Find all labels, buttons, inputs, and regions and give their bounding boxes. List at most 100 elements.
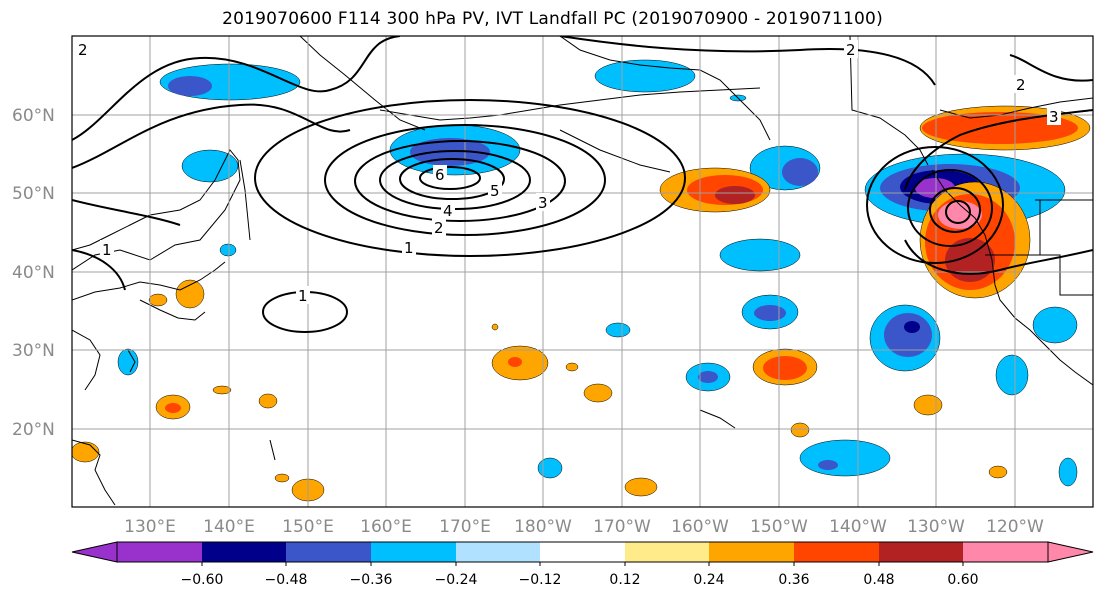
pos-anomaly-blob bbox=[491, 323, 499, 331]
lon-label: 140°W bbox=[829, 517, 887, 537]
contour-label-group: 2 2 2 1 1 1 2 3 4 5 6 3 bbox=[76, 40, 1061, 305]
lon-label: 160°E bbox=[360, 517, 412, 537]
pos-anomaly-blob bbox=[212, 385, 232, 395]
pos-anomaly-blob bbox=[148, 293, 168, 307]
lon-label: 150°W bbox=[750, 517, 808, 537]
pv-contour-6 bbox=[419, 166, 481, 190]
colorbar-segment bbox=[794, 542, 879, 562]
lon-label: 160°W bbox=[671, 517, 729, 537]
colorbar-segment bbox=[371, 542, 456, 562]
pv-contour-trough bbox=[929, 187, 981, 233]
pv-contour-north bbox=[72, 36, 401, 141]
neg-anomaly-blob bbox=[605, 322, 631, 338]
colorbar-tick-label: 0.24 bbox=[693, 572, 724, 588]
neg-anomaly-blob bbox=[219, 243, 237, 257]
colorbar-tick-label: 0.12 bbox=[609, 572, 640, 588]
neg-anomaly-blob bbox=[719, 238, 801, 272]
colorbar-tick-label: −0.48 bbox=[265, 572, 308, 588]
pos-anomaly-blob bbox=[763, 356, 807, 380]
neg-anomaly-blob bbox=[904, 321, 920, 333]
pos-anomaly-blob bbox=[565, 362, 579, 372]
lon-label: 140°E bbox=[203, 517, 255, 537]
contour-label: 6 bbox=[435, 166, 445, 184]
colorbar-segment bbox=[202, 542, 286, 562]
lon-label: 120°W bbox=[986, 517, 1044, 537]
pos-anomaly-blob bbox=[790, 422, 810, 438]
pv-contour-5 bbox=[399, 158, 505, 200]
pos-anomaly-blob bbox=[258, 393, 278, 409]
lon-label: 130°E bbox=[124, 517, 176, 537]
coastlines bbox=[72, 36, 1093, 506]
pv-contour-trough bbox=[907, 169, 993, 247]
neg-anomaly-blob bbox=[1032, 306, 1078, 344]
contour-label: 2 bbox=[434, 219, 444, 237]
contour-label: 1 bbox=[102, 241, 112, 259]
lat-label: 40°N bbox=[12, 263, 55, 283]
colorbar-segment bbox=[456, 542, 540, 562]
pos-anomaly-blob bbox=[583, 383, 613, 403]
neg-anomaly-blob bbox=[1058, 457, 1078, 487]
pv-contour-3 bbox=[354, 140, 566, 222]
lon-axis: 130°E 140°E 150°E 160°E 170°E 180°W 170°… bbox=[124, 517, 1044, 537]
neg-anomaly-blob bbox=[995, 354, 1029, 396]
colorbar-tick-label: −0.12 bbox=[519, 572, 562, 588]
colorbar-tick-label: 0.48 bbox=[863, 572, 894, 588]
pv-contour-lower bbox=[72, 249, 126, 291]
lon-label: 170°W bbox=[593, 517, 651, 537]
lat-label: 50°N bbox=[12, 184, 55, 204]
contour-label: 1 bbox=[404, 239, 414, 257]
pv-contour-bottom bbox=[72, 199, 181, 226]
lon-label: 180°W bbox=[514, 517, 572, 537]
pos-anomaly-blob bbox=[988, 465, 1008, 479]
neg-anomaly-blob bbox=[594, 59, 696, 93]
neg-anomaly-blob bbox=[168, 76, 212, 96]
lat-label: 30°N bbox=[12, 341, 55, 361]
pv-contour-2 bbox=[324, 124, 606, 236]
lat-label: 60°N bbox=[12, 106, 55, 126]
figure-title: 2019070600 F114 300 hPa PV, IVT Landfall… bbox=[222, 9, 883, 29]
colorbar-outline bbox=[116, 541, 1049, 563]
pos-anomaly-blob bbox=[508, 357, 522, 367]
gridlines bbox=[72, 36, 1093, 507]
colorbar-segment bbox=[963, 542, 1048, 562]
pv-contour-east bbox=[904, 239, 1093, 275]
pos-anomaly-blob bbox=[175, 279, 205, 309]
colorbar-segment bbox=[540, 542, 625, 562]
map-frame bbox=[71, 35, 1094, 508]
map-panel: 2 2 2 1 1 1 2 3 4 5 6 3 bbox=[72, 36, 1093, 507]
colorbar-tick-label: −0.24 bbox=[435, 572, 478, 588]
colorbar-extend-low bbox=[71, 541, 118, 563]
pos-anomaly-blob bbox=[945, 238, 995, 282]
lon-label: 130°W bbox=[907, 517, 965, 537]
pv-contour-north bbox=[1009, 54, 1093, 82]
colorbar-tick-label: −0.36 bbox=[350, 572, 393, 588]
contour-label: 3 bbox=[1049, 108, 1059, 126]
pos-anomaly-blob bbox=[165, 403, 181, 413]
pos-anomaly-blob bbox=[715, 186, 755, 204]
pos-anomaly-blob bbox=[938, 201, 982, 229]
lon-label: 150°E bbox=[282, 517, 334, 537]
pos-anomaly-blob bbox=[72, 441, 100, 463]
neg-anomaly-blob bbox=[754, 305, 786, 321]
contour-label: 1 bbox=[298, 287, 308, 305]
pos-anomaly-blob bbox=[274, 473, 290, 483]
neg-anomaly-blob bbox=[884, 313, 932, 357]
pos-anomaly-blob bbox=[922, 112, 1078, 144]
contour-label: 2 bbox=[846, 41, 856, 59]
contour-label: 2 bbox=[78, 41, 88, 59]
colorbar-extend-high bbox=[1047, 541, 1094, 563]
colorbar-tick-label: 0.60 bbox=[947, 572, 978, 588]
pv-contour-north bbox=[72, 103, 351, 169]
colorbar-segment bbox=[709, 542, 794, 562]
colorbar-tick-label: 0.36 bbox=[778, 572, 809, 588]
neg-anomaly-blob bbox=[782, 158, 818, 186]
neg-anomaly-blob bbox=[799, 439, 891, 477]
lon-label: 170°E bbox=[439, 517, 491, 537]
lat-label: 20°N bbox=[12, 420, 55, 440]
colorbar-segment bbox=[625, 542, 709, 562]
neg-anomaly-blob bbox=[181, 149, 239, 183]
contour-label: 4 bbox=[443, 202, 453, 220]
neg-anomaly-blob bbox=[698, 371, 718, 383]
contour-label: 2 bbox=[1016, 76, 1026, 94]
